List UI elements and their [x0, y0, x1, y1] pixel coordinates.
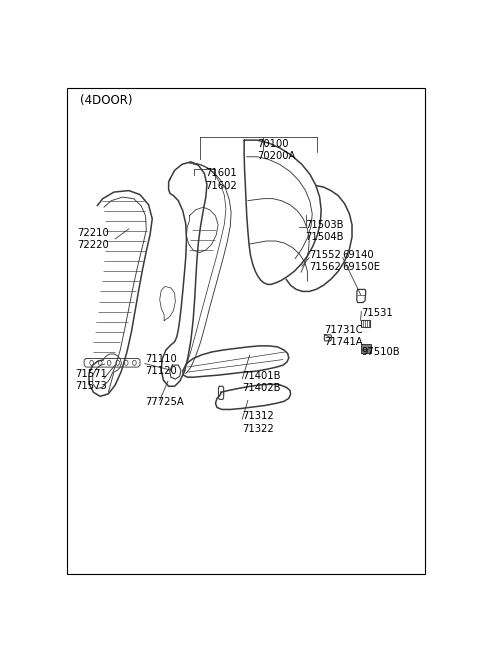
- Text: 70100
70200A: 70100 70200A: [257, 139, 296, 161]
- Text: 72210
72220: 72210 72220: [77, 228, 108, 250]
- Text: 77725A: 77725A: [145, 398, 183, 407]
- Text: 69140
69150E: 69140 69150E: [343, 250, 381, 272]
- Text: 71731C
71741A: 71731C 71741A: [324, 325, 363, 347]
- Text: 97510B: 97510B: [361, 347, 400, 357]
- Text: 71531: 71531: [361, 308, 393, 318]
- Text: 71401B
71402B: 71401B 71402B: [242, 371, 281, 394]
- Text: 71312
71322: 71312 71322: [242, 411, 274, 434]
- Bar: [360, 320, 370, 327]
- Text: 71601
71602: 71601 71602: [205, 168, 237, 191]
- Text: (4DOOR): (4DOOR): [81, 94, 133, 107]
- Text: 71571
71573: 71571 71573: [75, 369, 107, 392]
- Text: 71503B
71504B: 71503B 71504B: [305, 219, 344, 242]
- Text: 71110
71120: 71110 71120: [145, 354, 177, 376]
- Text: 71552
71562: 71552 71562: [309, 250, 341, 272]
- Bar: [360, 344, 371, 353]
